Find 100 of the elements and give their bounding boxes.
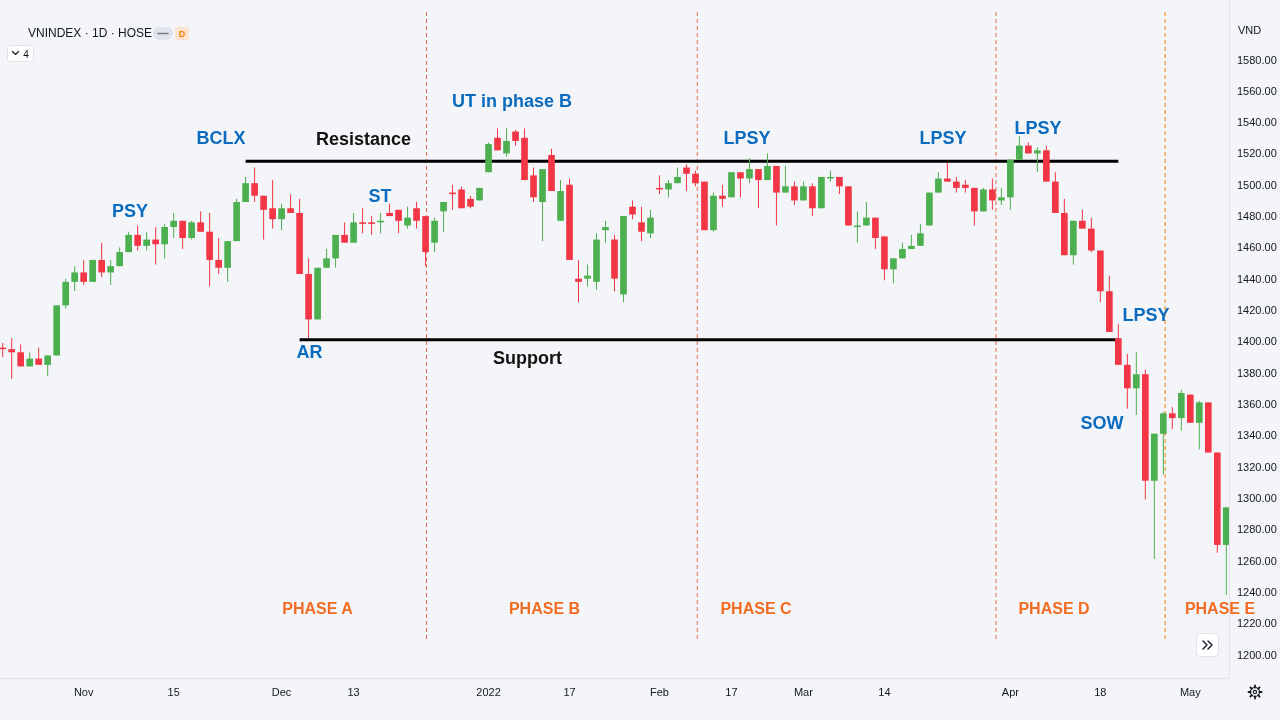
- x-tick-label: 17: [725, 686, 738, 698]
- candlestick: [179, 220, 186, 250]
- candlestick: [971, 187, 978, 226]
- candlestick: [1088, 217, 1095, 253]
- x-tick-label: 15: [167, 686, 180, 698]
- annotation: PHASE E: [1184, 599, 1256, 617]
- y-tick-label: 1400.00: [1237, 335, 1277, 348]
- candlestick: [890, 257, 897, 284]
- candlestick: [764, 152, 771, 181]
- candlestick: [368, 215, 375, 236]
- y-tick-label: 1260.00: [1237, 554, 1277, 567]
- candlestick: [737, 171, 744, 198]
- candlestick: [782, 165, 789, 194]
- annotation: PHASE D: [1018, 599, 1090, 617]
- y-tick-label: 1580.00: [1237, 53, 1277, 66]
- candlestick: [215, 237, 222, 275]
- x-tick-label: Dec: [271, 686, 292, 698]
- candlestick: [1124, 353, 1131, 410]
- candlestick: [530, 167, 537, 203]
- y-tick-label: 1420.00: [1237, 304, 1277, 317]
- y-tick-label: 1480.00: [1237, 210, 1277, 223]
- annotation: LPSY: [1014, 118, 1062, 138]
- candlestick: [629, 199, 636, 220]
- y-tick-label: 1440.00: [1237, 272, 1277, 285]
- candlestick: [251, 167, 258, 203]
- candlestick: [917, 223, 924, 247]
- candlestick: [872, 217, 879, 250]
- candlestick: [8, 337, 16, 380]
- annotation: Resistance: [315, 129, 412, 149]
- candlestick: [242, 176, 249, 203]
- y-tick-label: 1320.00: [1237, 460, 1277, 473]
- annotation: ST: [368, 186, 392, 206]
- candlestick: [1195, 400, 1203, 450]
- candlestick: [1159, 411, 1167, 475]
- y-tick-label: 1220.00: [1237, 617, 1277, 630]
- candlestick: [350, 212, 357, 244]
- candlestick: [80, 259, 87, 286]
- y-tick-label: 1560.00: [1237, 84, 1277, 97]
- candlestick: [188, 220, 195, 241]
- y-axis-title: VND: [1238, 24, 1262, 36]
- annotation: BCLX: [196, 128, 246, 148]
- annotation: 4: [23, 48, 30, 59]
- candlestick: [197, 210, 204, 233]
- candlestick: [575, 259, 582, 303]
- candlestick: [323, 248, 330, 269]
- candlestick: [647, 209, 654, 239]
- candlestick: [170, 212, 177, 239]
- y-tick-label: 1240.00: [1237, 585, 1277, 598]
- annotation: PSY: [111, 201, 149, 221]
- candlestick: [584, 264, 591, 288]
- candlestick: [755, 168, 762, 209]
- x-tick-label: Apr: [1001, 686, 1020, 698]
- candlestick: [413, 201, 420, 230]
- y-tick-label: 1520.00: [1237, 147, 1277, 160]
- candlestick: [746, 157, 753, 184]
- y-tick-label: 1340.00: [1237, 429, 1277, 442]
- candlestick: [161, 223, 168, 259]
- y-tick-label: 1360.00: [1237, 397, 1277, 410]
- annotation: AR: [296, 342, 323, 362]
- annotation: LPSY: [919, 128, 967, 148]
- y-tick-label: 1500.00: [1237, 178, 1277, 191]
- candlestick: [1133, 351, 1140, 416]
- candlestick: [404, 206, 411, 230]
- y-tick-label: 1300.00: [1237, 491, 1277, 504]
- y-tick-label: 1200.00: [1237, 648, 1277, 661]
- annotation: LPSY: [1122, 305, 1170, 325]
- x-tick-label: May: [1179, 686, 1202, 698]
- x-tick-label: Nov: [73, 686, 94, 698]
- candlestick: [269, 179, 276, 230]
- candlestick: [107, 259, 114, 286]
- candlestick: [1168, 406, 1176, 430]
- candlestick: [854, 210, 861, 244]
- x-tick-label: 18: [1094, 686, 1107, 698]
- candlestick: [791, 181, 798, 206]
- candlestick: [341, 221, 348, 244]
- x-tick-label: 17: [563, 686, 576, 698]
- candlestick: [143, 231, 150, 252]
- candlestick: [809, 182, 816, 217]
- y-tick-label: 1460.00: [1237, 241, 1277, 254]
- candlestick: [44, 354, 52, 377]
- x-tick-label: 2022: [476, 686, 501, 698]
- annotation: PHASE B: [508, 599, 581, 617]
- annotation: LPSY: [723, 128, 771, 148]
- candlestick: [332, 234, 339, 269]
- candlestick: [638, 206, 645, 242]
- y-tick-label: 1540.00: [1237, 116, 1277, 129]
- candlestick: [134, 224, 141, 252]
- x-tick-label: 14: [878, 686, 891, 698]
- candlestick: [944, 162, 951, 183]
- candlestick: [98, 242, 105, 278]
- annotation: Support: [493, 348, 562, 368]
- candlestick: [260, 195, 267, 241]
- candlestick: [440, 201, 447, 233]
- y-tick-label: 1380.00: [1237, 366, 1277, 379]
- candlestick: [935, 171, 942, 194]
- candlestick: [359, 207, 366, 234]
- candlestick: [602, 220, 609, 244]
- x-tick-label: 13: [347, 686, 360, 698]
- candlestick: [719, 184, 726, 208]
- candlestick: [431, 217, 438, 253]
